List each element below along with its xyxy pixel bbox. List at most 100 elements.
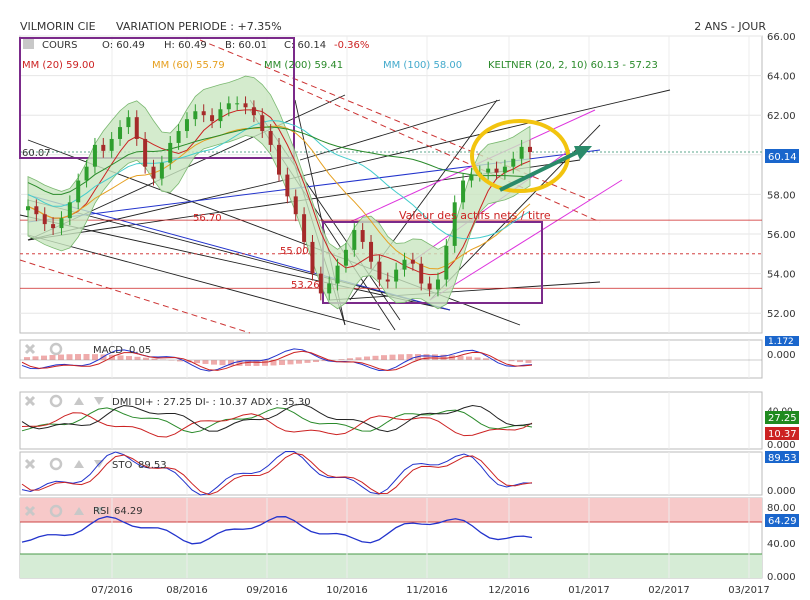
x-tick-label: 03/2017 — [728, 585, 770, 596]
candle-body — [277, 144, 281, 175]
close-panel-icon[interactable] — [24, 458, 36, 470]
price-tag — [765, 149, 799, 163]
close-panel-icon[interactable] — [24, 395, 36, 407]
cours-toggle[interactable] — [23, 39, 34, 49]
move-down-icon[interactable] — [94, 397, 104, 405]
arrow-head — [574, 146, 592, 160]
legend-keltner[interactable]: KELTNER (20, 2, 10) 60.13 - 57.23 — [488, 60, 658, 71]
macd-histogram-bar — [483, 358, 489, 360]
keltner-band — [27, 75, 531, 310]
period-label[interactable]: 2 ANS - JOUR — [694, 20, 766, 33]
blue-trend-line-2 — [27, 194, 451, 311]
gear-icon[interactable] — [49, 504, 63, 518]
candle-body — [427, 283, 432, 290]
macd-value: 0.05 — [129, 345, 151, 356]
macd-histogram-bar — [389, 354, 396, 360]
grid — [19, 35, 763, 579]
macd-histogram-bar — [253, 360, 260, 366]
candle-body — [352, 230, 357, 250]
macd-histogram-bar — [525, 360, 532, 363]
trend-line — [329, 281, 601, 301]
macd-histogram-bar — [338, 359, 345, 360]
y-tick-label: 58.00 — [767, 190, 796, 201]
sto-tag — [765, 451, 799, 463]
macd-histogram-bar — [219, 360, 226, 366]
candle-body — [461, 180, 466, 203]
sto-k-line — [21, 451, 533, 496]
x-tick-label: 08/2016 — [166, 585, 208, 596]
level-6007: 60.07 — [22, 148, 51, 159]
close-panel-icon[interactable] — [24, 505, 36, 517]
macd-tag — [765, 336, 799, 346]
legend-mm20[interactable]: MM (20) 59.00 — [22, 60, 95, 71]
candle-body — [159, 162, 164, 179]
macd-histogram-bar — [321, 360, 328, 362]
rsi-tag — [765, 514, 799, 527]
macd-line — [21, 348, 533, 372]
gear-icon[interactable] — [49, 394, 63, 408]
x-tick-label: 09/2016 — [246, 585, 288, 596]
dmi-plus-tag — [765, 411, 799, 424]
legend-mm200[interactable]: MM (200) 59.41 — [264, 60, 343, 71]
x-tick-label: 07/2016 — [91, 585, 133, 596]
gear-icon[interactable] — [49, 457, 63, 471]
candle-body — [59, 218, 64, 229]
legend-close: C: 60.14 — [284, 40, 326, 51]
candle-body — [67, 202, 72, 219]
close-panel-icon[interactable] — [24, 343, 36, 355]
red-dashed-channel-3 — [279, 79, 601, 223]
candle-body — [343, 249, 348, 266]
rsi-axis-tag: 64.29 — [768, 516, 797, 527]
macd-histogram-bar — [279, 360, 285, 365]
candle-body — [184, 119, 189, 132]
dmi-plus-value: 27.25 — [768, 413, 797, 424]
candle-body — [101, 144, 106, 151]
move-down-icon[interactable] — [94, 507, 104, 515]
macd-histogram-bar — [270, 360, 277, 366]
move-up-icon[interactable] — [74, 460, 84, 468]
trend-line — [27, 199, 451, 311]
annotations-layer — [470, 119, 592, 193]
macd-histogram-bar — [66, 354, 73, 360]
macd-histogram-bar — [236, 360, 243, 366]
dmi-plus-line — [21, 407, 533, 434]
sto-axis-top: 89.53 — [768, 453, 797, 464]
y-tick-label: 64.00 — [767, 72, 796, 83]
macd-histogram-bar — [41, 355, 47, 360]
macd-histogram-bar — [287, 360, 294, 365]
indicator-panels — [20, 342, 762, 545]
y-tick-label: 62.00 — [767, 111, 796, 122]
move-up-icon[interactable] — [74, 507, 84, 515]
macd-histogram-bar — [432, 354, 438, 360]
candle-body — [377, 261, 382, 280]
legend-mm100[interactable]: MM (100) 58.00 — [383, 60, 462, 71]
rsi-oversold-zone — [20, 554, 762, 578]
legend-mm60[interactable]: MM (60) 55.79 — [152, 60, 225, 71]
move-up-icon[interactable] — [74, 397, 84, 405]
y-tick-label: 56.00 — [767, 230, 796, 241]
sto-d-line — [21, 452, 533, 496]
macd-histogram-bar — [228, 360, 234, 366]
y-tick-label: 54.00 — [767, 270, 796, 281]
candle-body — [486, 168, 491, 173]
candle-body — [84, 166, 89, 181]
y-tick-label: 52.00 — [767, 309, 796, 320]
macd-histogram-bar — [466, 356, 472, 360]
dmi-label: DMI DI+ : 27.25 DI- : 10.37 ADX : 35.30 — [112, 397, 311, 408]
macd-histogram-bar — [194, 360, 200, 364]
candle-body — [226, 103, 231, 110]
sto-axis-zero: 0.000 — [767, 486, 796, 497]
candle-body — [494, 168, 499, 173]
gear-icon[interactable] — [49, 342, 63, 356]
macd-histogram-bar — [364, 356, 370, 360]
sto-label: STO — [112, 460, 132, 471]
dmi-minus-value: 10.37 — [768, 429, 797, 440]
candle-body — [251, 107, 256, 116]
level-5670: 56.70 — [193, 213, 222, 224]
macd-histogram-bar — [32, 356, 39, 360]
magenta-channel-low — [429, 179, 623, 301]
macd-histogram-bar — [75, 354, 81, 360]
variation-period: VARIATION PERIODE : +7.35% — [116, 20, 282, 33]
